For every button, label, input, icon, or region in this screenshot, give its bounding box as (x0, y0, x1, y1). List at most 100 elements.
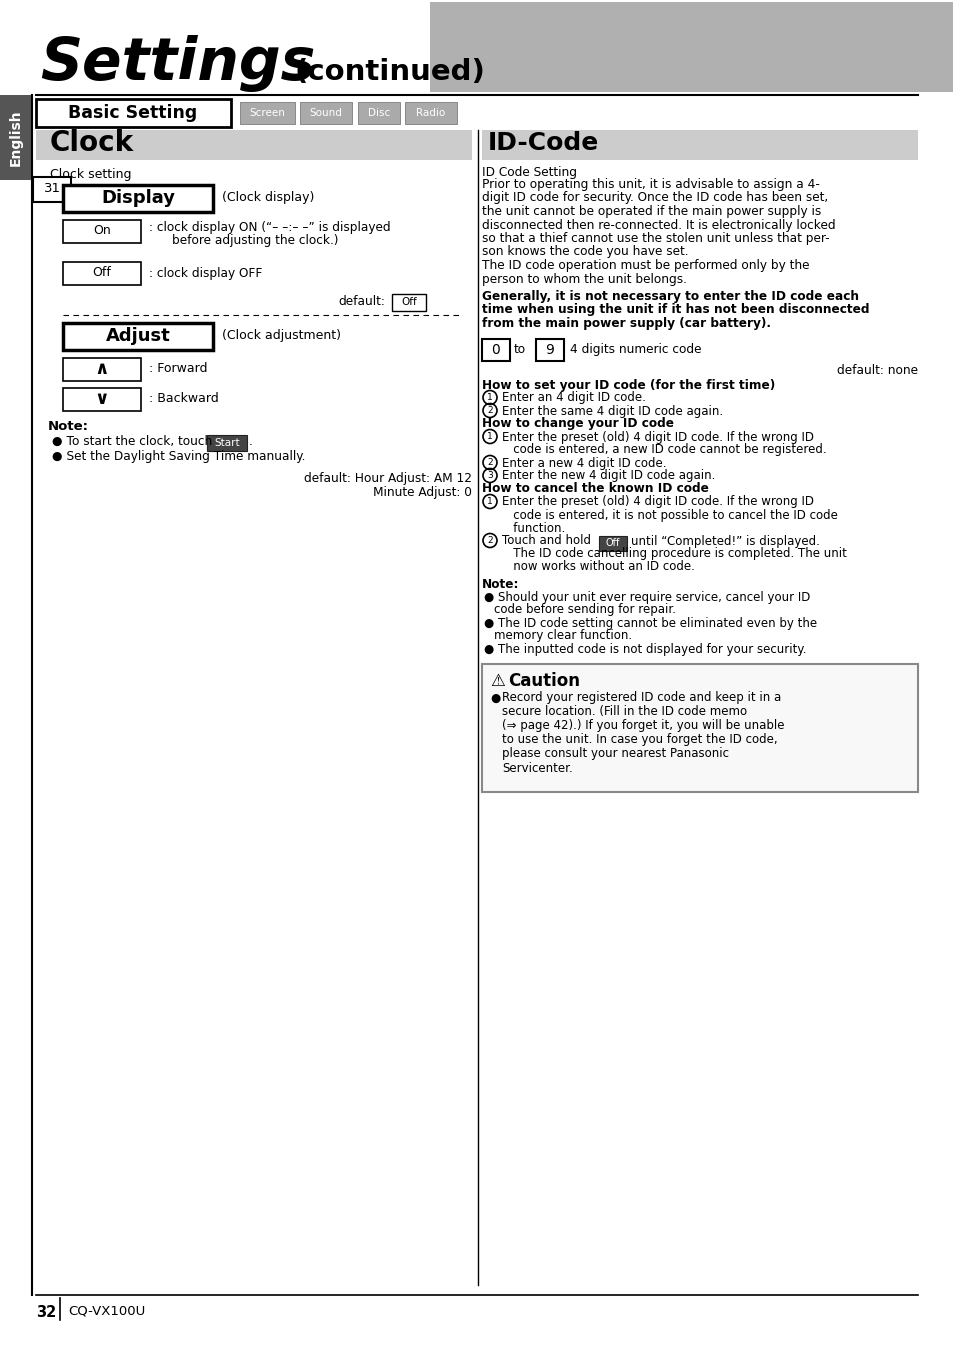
Text: ● To start the clock, touch: ● To start the clock, touch (52, 435, 216, 448)
Bar (595, 1, 598, 92)
Bar (63, 359, 141, 381)
Bar (603, 1, 606, 92)
Bar (540, 1, 543, 92)
Bar (585, 1, 588, 92)
Bar (498, 1, 501, 92)
Bar (472, 1, 475, 92)
Text: CQ-VX100U: CQ-VX100U (68, 1305, 145, 1318)
Text: The ID code cancelling procedure is completed. The unit: The ID code cancelling procedure is comp… (501, 547, 846, 561)
Text: Display: Display (101, 189, 174, 208)
Bar (501, 1, 504, 92)
Bar (574, 1, 577, 92)
Bar (504, 1, 507, 92)
Text: ●: ● (490, 692, 499, 705)
Bar (496, 1, 498, 92)
Bar (517, 1, 519, 92)
Text: How to change your ID code: How to change your ID code (481, 418, 673, 430)
Text: Off: Off (400, 297, 416, 307)
Text: Clock: Clock (50, 129, 134, 156)
Text: 1: 1 (487, 497, 493, 506)
Bar (475, 1, 477, 92)
Text: How to cancel the known ID code: How to cancel the known ID code (481, 483, 708, 496)
Text: code before sending for repair.: code before sending for repair. (494, 604, 676, 616)
Text: default: Hour Adjust: AM 12: default: Hour Adjust: AM 12 (304, 472, 472, 485)
Text: code is entered, a new ID code cannot be registered.: code is entered, a new ID code cannot be… (501, 443, 825, 457)
Bar (477, 1, 480, 92)
Bar (0, 94, 32, 181)
Text: secure location. (Fill in the ID code memo: secure location. (Fill in the ID code me… (501, 705, 746, 718)
Bar (600, 1, 603, 92)
Bar (519, 1, 522, 92)
Text: now works without an ID code.: now works without an ID code. (501, 561, 694, 573)
Bar (483, 1, 486, 92)
Text: ● Should your unit ever require service, cancel your ID: ● Should your unit ever require service,… (483, 590, 809, 604)
Bar (493, 1, 496, 92)
Text: Adjust: Adjust (106, 328, 171, 345)
Bar (511, 1, 514, 92)
Bar (577, 1, 579, 92)
Text: 9: 9 (545, 342, 554, 356)
Text: default: none: default: none (836, 364, 917, 377)
Text: ∨: ∨ (94, 390, 110, 408)
Text: default:: default: (337, 295, 384, 307)
Bar (299, 102, 352, 124)
Bar (444, 1, 448, 92)
Text: 32: 32 (36, 1305, 56, 1320)
Bar (0, 0, 953, 94)
Bar (558, 1, 561, 92)
Bar (240, 102, 294, 124)
Bar (430, 1, 953, 92)
Bar (537, 1, 540, 92)
Text: Enter a new 4 digit ID code.: Enter a new 4 digit ID code. (501, 457, 666, 469)
Text: Off: Off (92, 267, 112, 279)
Bar (436, 1, 438, 92)
Text: 1: 1 (487, 431, 493, 441)
Text: Note:: Note: (481, 577, 519, 590)
Text: (continued): (continued) (294, 58, 485, 86)
Bar (556, 1, 558, 92)
Text: Minute Adjust: 0: Minute Adjust: 0 (373, 487, 472, 499)
Bar (514, 1, 517, 92)
Bar (63, 324, 213, 350)
Bar (546, 1, 550, 92)
Text: Enter the same 4 digit ID code again.: Enter the same 4 digit ID code again. (501, 404, 722, 418)
Text: person to whom the unit belongs.: person to whom the unit belongs. (481, 272, 686, 286)
Bar (438, 1, 441, 92)
Bar (481, 338, 510, 360)
Text: son knows the code you have set.: son knows the code you have set. (481, 245, 688, 259)
Bar (532, 1, 535, 92)
Text: Enter an 4 digit ID code.: Enter an 4 digit ID code. (501, 391, 645, 404)
Text: Caution: Caution (507, 671, 579, 689)
Bar (571, 1, 574, 92)
Text: Radio: Radio (416, 108, 445, 119)
Bar (405, 102, 456, 124)
Bar (207, 435, 247, 452)
Bar (456, 1, 459, 92)
Text: 2: 2 (487, 537, 493, 545)
Bar (564, 1, 567, 92)
Text: before adjusting the clock.): before adjusting the clock.) (172, 235, 338, 247)
Text: ∧: ∧ (94, 360, 110, 377)
Text: Servicenter.: Servicenter. (501, 762, 572, 775)
Text: 4 digits numeric code: 4 digits numeric code (569, 342, 700, 356)
Text: (⇒ page 42).) If you forget it, you will be unable: (⇒ page 42).) If you forget it, you will… (501, 720, 783, 732)
Text: How to set your ID code (for the first time): How to set your ID code (for the first t… (481, 379, 775, 391)
Bar (606, 1, 609, 92)
Bar (582, 1, 585, 92)
Text: to use the unit. In case you forget the ID code,: to use the unit. In case you forget the … (501, 733, 777, 747)
Bar (536, 338, 563, 360)
Bar (392, 294, 426, 311)
Text: the unit cannot be operated if the main power supply is: the unit cannot be operated if the main … (481, 205, 821, 218)
Bar (448, 1, 451, 92)
Text: 2: 2 (487, 406, 493, 415)
Text: English: English (9, 109, 23, 166)
Bar (430, 1, 433, 92)
Text: : Forward: : Forward (149, 363, 208, 376)
Bar (592, 1, 595, 92)
Text: code is entered, it is not possible to cancel the ID code: code is entered, it is not possible to c… (501, 508, 837, 522)
Text: 0: 0 (491, 342, 500, 356)
Text: until “Completed!” is displayed.: until “Completed!” is displayed. (630, 535, 819, 547)
Text: time when using the unit if it has not been disconnected: time when using the unit if it has not b… (481, 303, 868, 317)
Bar (36, 98, 231, 127)
Bar (529, 1, 532, 92)
